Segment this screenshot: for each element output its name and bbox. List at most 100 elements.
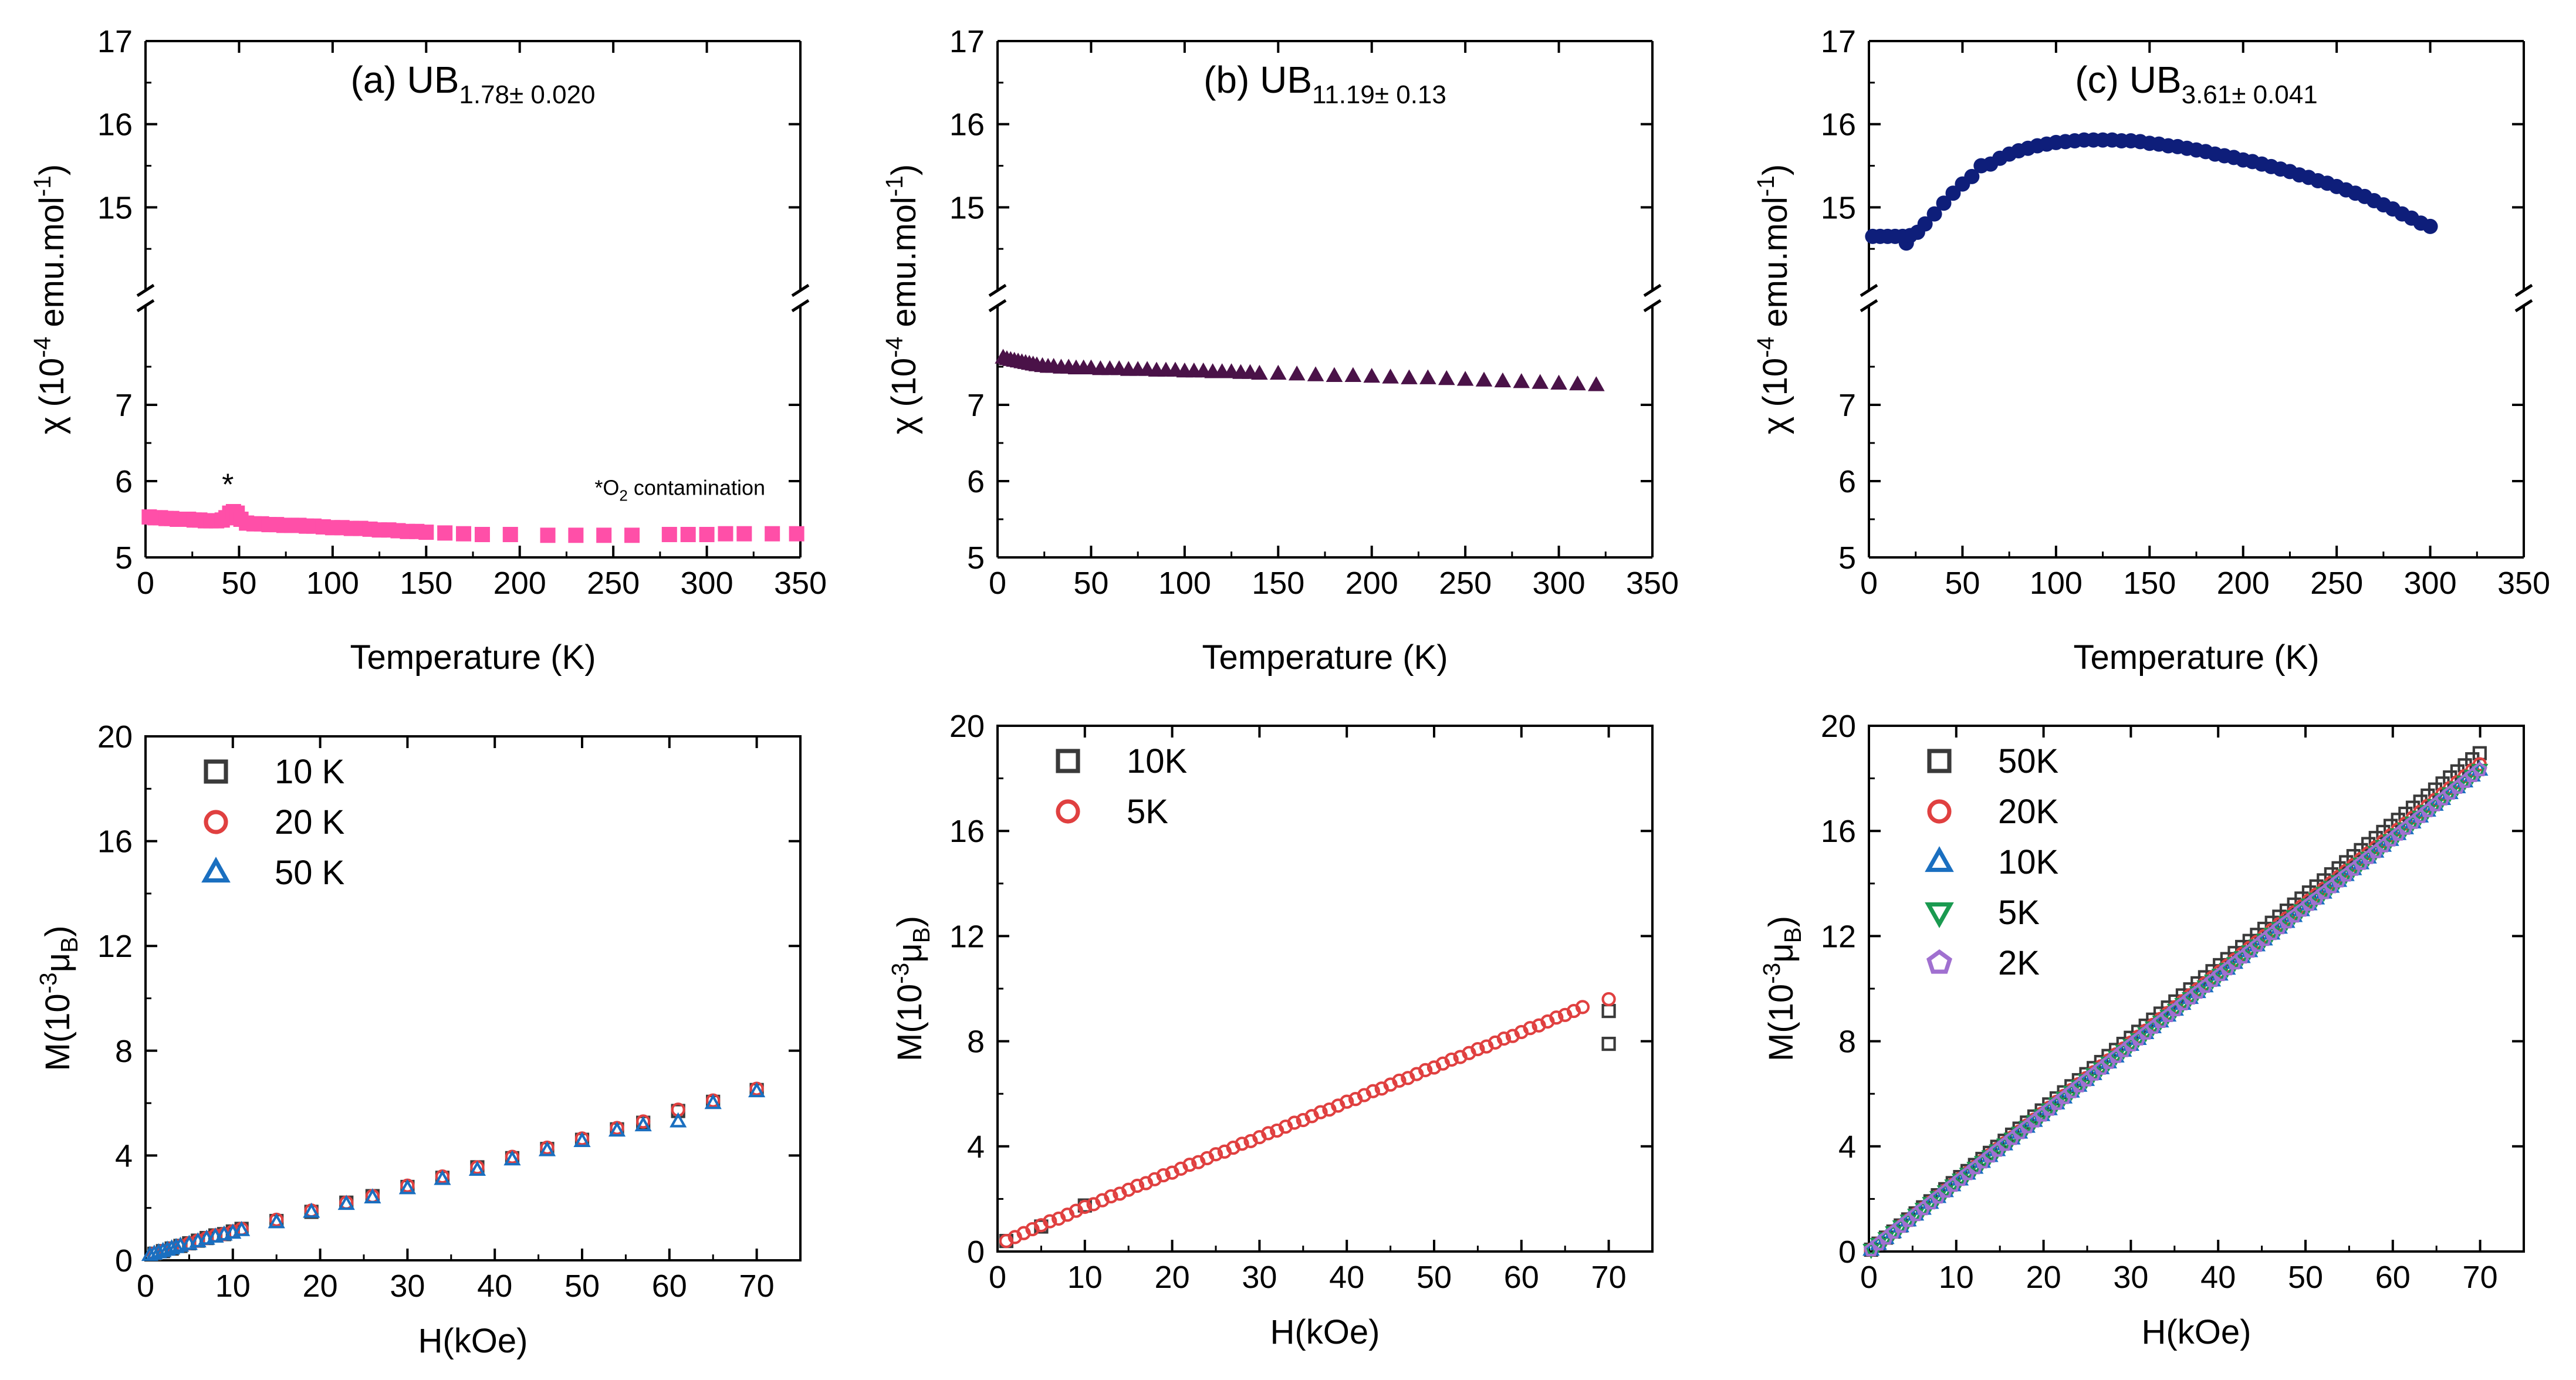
data-point (1549, 1010, 1564, 1025)
data-point (337, 1195, 355, 1210)
data-point (1532, 374, 1549, 389)
data-point (1251, 364, 1268, 380)
y-tick-label: 4 (1838, 1129, 1856, 1165)
y-axis-label: χ (10-4 emu.mol-1) (1752, 164, 1794, 434)
data-point (1340, 1094, 1354, 1109)
data-point (1344, 367, 1362, 382)
x-tick-label: 50 (564, 1269, 600, 1304)
data-point (2153, 1013, 2168, 1029)
axis-break-mark (1860, 283, 1878, 297)
data-point (303, 1202, 320, 1218)
data-point (2108, 1048, 2124, 1063)
x-tick-label: 50 (1417, 1260, 1452, 1295)
y-axis-label: M(10-3μB) (35, 925, 83, 1071)
data-point (1893, 1218, 1909, 1233)
data-point (1982, 1148, 1997, 1163)
x-tick-label: 100 (1158, 566, 1211, 601)
y-tick-label: 0 (115, 1243, 133, 1278)
data-point (268, 1213, 285, 1229)
data-point (1885, 1224, 1901, 1239)
x-tick-label: 300 (681, 566, 733, 601)
y-tick-label: 4 (967, 1129, 985, 1165)
data-point (2145, 1019, 2161, 1034)
data-point (2286, 908, 2302, 923)
y-tick-label: 4 (115, 1138, 133, 1173)
y-tick-label: 5 (115, 540, 133, 576)
y-tick-label: 20 (1821, 709, 1856, 744)
x-tick-label: 250 (587, 566, 640, 601)
axis-break-mark (136, 299, 155, 313)
data-point (1307, 366, 1324, 381)
data-point (1287, 1115, 1302, 1130)
y-tick-label: 16 (97, 824, 133, 860)
data-point (608, 1121, 626, 1137)
x-tick-label: 20 (2026, 1260, 2061, 1295)
data-point (1494, 372, 1512, 388)
x-tick-label: 50 (221, 566, 256, 601)
chart-chi_b: 15 16 17 5 6 7 0 50 100 150 200 250 300 350 Temperatur… (881, 24, 1679, 677)
data-point (1901, 1212, 1916, 1227)
legend-marker (1925, 902, 1954, 928)
x-tick-label: 70 (2463, 1260, 2498, 1295)
data-point (2019, 1118, 2035, 1134)
data-point (1392, 1073, 1407, 1088)
data-point (2027, 1113, 2042, 1128)
data-point (1922, 1195, 1938, 1210)
x-tick-label: 300 (2404, 566, 2457, 601)
x-tick-label: 200 (1346, 566, 1398, 601)
legend-marker (204, 810, 228, 834)
data-point (2412, 809, 2428, 823)
legend-label: 50K (1998, 742, 2059, 780)
y-tick-label: 0 (967, 1234, 985, 1270)
data-point (2049, 1095, 2064, 1110)
x-axis-label: H(kOe) (1270, 1313, 1380, 1351)
data-point (468, 1161, 486, 1176)
data-point (1997, 1136, 2013, 1151)
legend-label: 20K (1998, 793, 2059, 831)
axis-break-mark (791, 299, 810, 313)
data-point (2353, 855, 2369, 870)
data-point (1930, 1189, 1946, 1204)
series-2K (1863, 762, 2487, 1257)
x-axis-label: H(kOe) (418, 1322, 528, 1360)
x-tick-label: 70 (739, 1269, 775, 1304)
data-point (1418, 1063, 1433, 1077)
data-point (2457, 773, 2473, 788)
x-tick-label: 30 (390, 1269, 425, 1304)
data-point (2205, 972, 2220, 987)
x-tick-label: 40 (1329, 1260, 1364, 1295)
data-point (1077, 1199, 1092, 1214)
y-tick-label: 7 (967, 388, 985, 423)
data-point (2093, 1060, 2109, 1075)
data-point (2345, 861, 2361, 876)
axis-break-mark (2514, 299, 2533, 313)
y-tick-label: 7 (115, 388, 133, 423)
data-point (2175, 996, 2190, 1011)
data-point (1513, 373, 1530, 388)
data-point (1288, 366, 1306, 381)
data-point (2004, 1130, 2020, 1145)
data-point (1438, 370, 1455, 385)
data-point (437, 525, 453, 541)
legend-marker (204, 759, 228, 784)
data-point (2472, 762, 2487, 777)
data-point (2078, 1072, 2094, 1087)
x-tick-label: 10 (1939, 1260, 1974, 1295)
x-tick-label: 30 (1242, 1260, 1277, 1295)
x-axis-label: H(kOe) (2142, 1313, 2252, 1351)
data-point (1313, 1105, 1328, 1119)
legend-label: 2K (1998, 944, 2040, 982)
data-point (1130, 1178, 1145, 1193)
x-tick-label: 40 (477, 1269, 512, 1304)
data-point (2368, 844, 2384, 858)
y-tick-label: 20 (949, 709, 985, 744)
x-tick-label: 0 (989, 566, 1006, 601)
chart-chi_c: 15 16 17 5 6 7 0 50 100 150 200 250 300 350 Temperatur… (1752, 24, 2550, 677)
data-point (2131, 1031, 2146, 1046)
legend-label: 10K (1998, 843, 2059, 881)
data-point (1871, 1236, 1887, 1251)
data-point (2383, 832, 2398, 847)
data-point (2323, 878, 2339, 894)
